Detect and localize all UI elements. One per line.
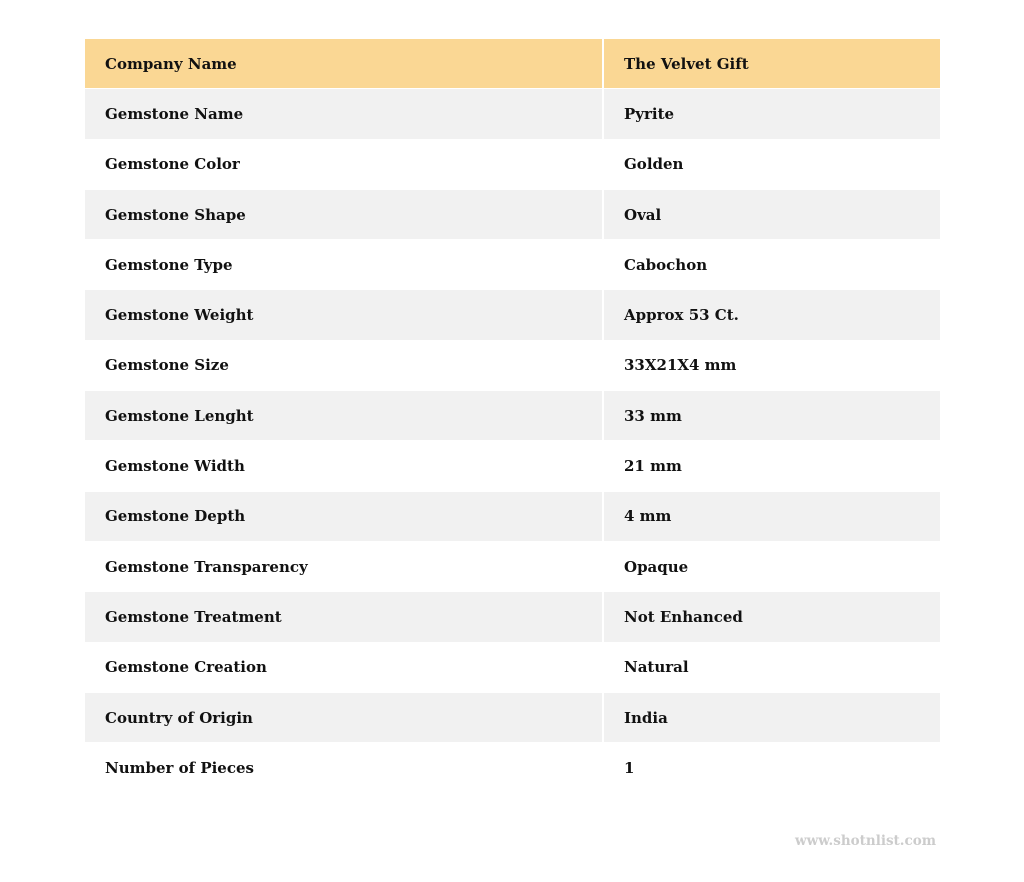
row-value: Golden: [603, 138, 940, 190]
row-value: Cabochon: [603, 239, 940, 291]
table-header-row: Company Name The Velvet Gift: [85, 37, 940, 90]
row-key: Gemstone Lenght: [85, 390, 604, 442]
table-row: Gemstone Creation Natural: [85, 641, 940, 693]
table-row: Gemstone Treatment Not Enhanced: [85, 591, 940, 643]
row-value: Approx 53 Ct.: [603, 289, 940, 341]
row-key: Gemstone Weight: [85, 289, 604, 341]
table-row: Gemstone Size 33X21X4 mm: [85, 339, 940, 392]
row-value: 21 mm: [603, 440, 940, 492]
row-value: Pyrite: [603, 88, 940, 140]
product-spec-table: Company Name The Velvet Gift Gemstone Na…: [85, 37, 940, 794]
table-row: Gemstone Depth 4 mm: [85, 490, 940, 542]
row-key: Number of Pieces: [85, 742, 604, 794]
table-row: Gemstone Lenght 33 mm: [85, 390, 940, 442]
row-value: Oval: [603, 188, 940, 241]
row-key: Gemstone Width: [85, 440, 604, 492]
row-key: Gemstone Size: [85, 339, 604, 392]
row-value: Not Enhanced: [603, 591, 940, 643]
row-key: Gemstone Type: [85, 239, 604, 291]
row-key: Gemstone Depth: [85, 490, 604, 542]
table-row: Country of Origin India: [85, 691, 940, 744]
row-key: Gemstone Color: [85, 138, 604, 190]
row-value: 33 mm: [603, 390, 940, 442]
row-key: Gemstone Creation: [85, 641, 604, 693]
table-row: Gemstone Weight Approx 53 Ct.: [85, 289, 940, 341]
row-key: Gemstone Transparency: [85, 540, 604, 593]
table-row: Gemstone Transparency Opaque: [85, 540, 940, 593]
table-row: Gemstone Shape Oval: [85, 188, 940, 241]
row-value: 33X21X4 mm: [603, 339, 940, 392]
row-value: Natural: [603, 641, 940, 693]
table-row: Number of Pieces 1: [85, 742, 940, 794]
header-value: The Velvet Gift: [603, 37, 940, 90]
table-row: Gemstone Width 21 mm: [85, 440, 940, 492]
row-value: Opaque: [603, 540, 940, 593]
table-row: Gemstone Color Golden: [85, 138, 940, 190]
row-key: Gemstone Shape: [85, 188, 604, 241]
row-value: 1: [603, 742, 940, 794]
header-key: Company Name: [85, 37, 604, 90]
row-key: Gemstone Treatment: [85, 591, 604, 643]
table-row: Gemstone Type Cabochon: [85, 239, 940, 291]
row-key: Country of Origin: [85, 691, 604, 744]
row-value: India: [603, 691, 940, 744]
row-key: Gemstone Name: [85, 88, 604, 140]
watermark: www.shotnlist.com: [795, 833, 936, 849]
row-value: 4 mm: [603, 490, 940, 542]
table-row: Gemstone Name Pyrite: [85, 88, 940, 140]
